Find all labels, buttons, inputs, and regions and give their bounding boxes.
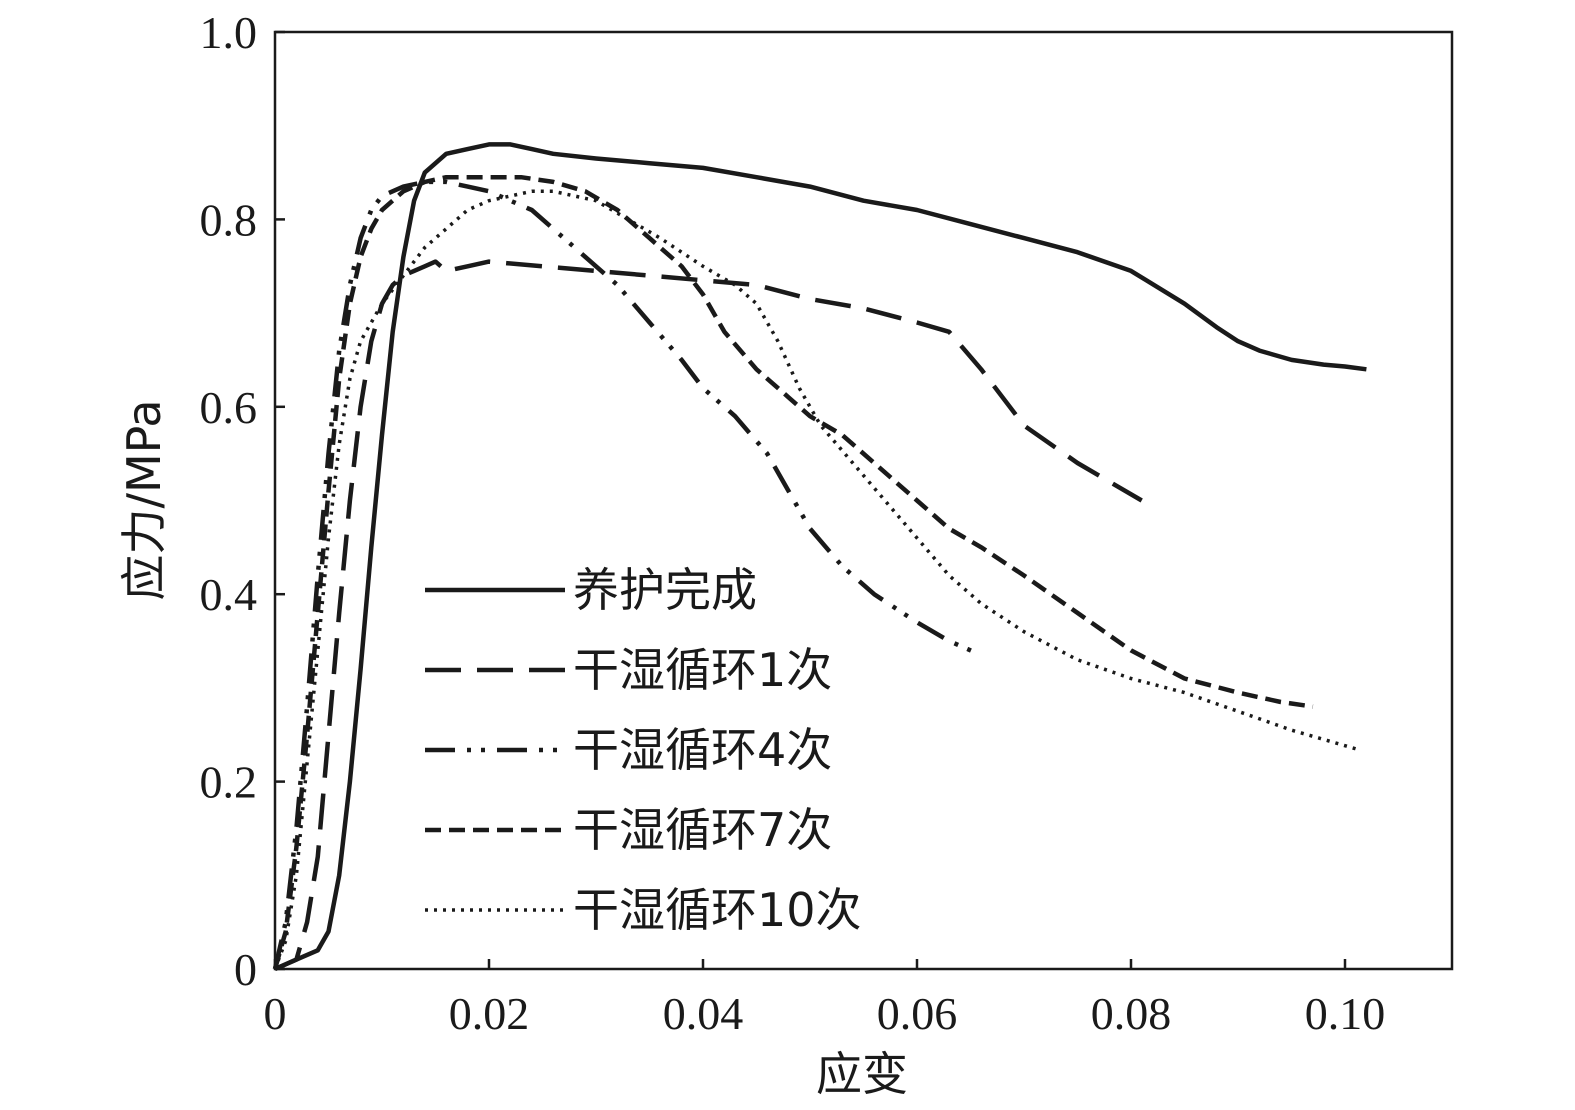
y-axis-label: 应力/MPa <box>117 399 171 600</box>
legend-label-cycle-7: 干湿循环7次 <box>573 803 832 857</box>
x-tick-label: 0.06 <box>877 988 958 1039</box>
y-tick-label: 0.8 <box>200 194 258 245</box>
legend-label-cycle-10: 干湿循环10次 <box>573 883 862 937</box>
series-line-cycle-4 <box>272 179 983 970</box>
legend-label-curing-complete: 养护完成 <box>573 563 757 617</box>
y-tick-label: 1.0 <box>200 7 258 58</box>
series-line-cycle-10 <box>273 189 1357 970</box>
x-tick-label: 0.02 <box>449 988 530 1039</box>
x-axis-ticks: 0 0.02 0.04 0.06 0.08 0.10 <box>264 959 1386 1039</box>
legend-label-cycle-4: 干湿循环4次 <box>573 723 832 777</box>
series-line-cycle-1 <box>274 259 1143 972</box>
x-tick-label: 0 <box>264 988 287 1039</box>
x-tick-label: 0.08 <box>1091 988 1172 1039</box>
series-layer <box>272 142 1367 972</box>
y-tick-label: 0 <box>234 944 257 995</box>
series-line-curing-complete <box>274 142 1367 972</box>
y-tick-label: 0.2 <box>200 757 258 808</box>
y-tick-label: 0.4 <box>200 569 258 620</box>
x-tick-label: 0.10 <box>1305 988 1386 1039</box>
y-axis-ticks: 0 0.2 0.4 0.6 0.8 1.0 <box>200 7 285 995</box>
y-tick-label: 0.6 <box>200 382 258 433</box>
x-tick-label: 0.04 <box>663 988 744 1039</box>
legend-label-cycle-1: 干湿循环1次 <box>573 643 832 697</box>
x-axis-label: 应变 <box>816 1047 908 1101</box>
plot-frame <box>273 30 1454 971</box>
